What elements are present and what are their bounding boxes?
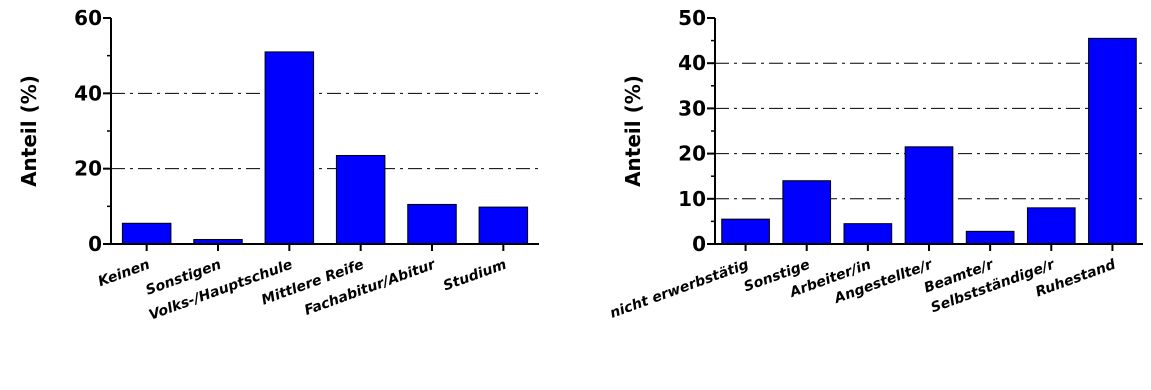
y-tick-label: 30 bbox=[678, 96, 706, 120]
x-tick-label: Fachabitur/Abitur bbox=[302, 256, 438, 319]
y-tick-label: 20 bbox=[678, 142, 706, 166]
bar-7 bbox=[1088, 37, 1137, 245]
y-tick-label: 10 bbox=[678, 187, 706, 211]
bar-5 bbox=[407, 203, 457, 245]
bar-1 bbox=[721, 218, 770, 245]
bar-4 bbox=[335, 154, 386, 245]
y-tick-label: 40 bbox=[74, 81, 102, 105]
bar-1 bbox=[121, 222, 172, 245]
y-axis-label: Anteil (%) bbox=[621, 75, 645, 187]
bar-3 bbox=[264, 51, 315, 245]
y-tick-label: 40 bbox=[678, 51, 706, 75]
bar-4 bbox=[904, 146, 954, 245]
y-tick-label: 0 bbox=[88, 232, 102, 256]
y-tick-label: 50 bbox=[678, 6, 706, 30]
y-tick-label: 0 bbox=[692, 232, 706, 256]
bar-2 bbox=[782, 180, 832, 245]
y-tick-label: 60 bbox=[74, 6, 102, 30]
bar-5 bbox=[965, 230, 1015, 245]
x-tick-label: nicht erwerbstätig bbox=[608, 257, 751, 322]
y-axis-label: Anteil (%) bbox=[17, 75, 41, 187]
bar-6 bbox=[478, 206, 529, 245]
y-tick-label: 20 bbox=[74, 157, 102, 181]
x-tick-label: Studium bbox=[441, 257, 509, 295]
bar-6 bbox=[1026, 207, 1076, 245]
bar-3 bbox=[843, 223, 893, 245]
